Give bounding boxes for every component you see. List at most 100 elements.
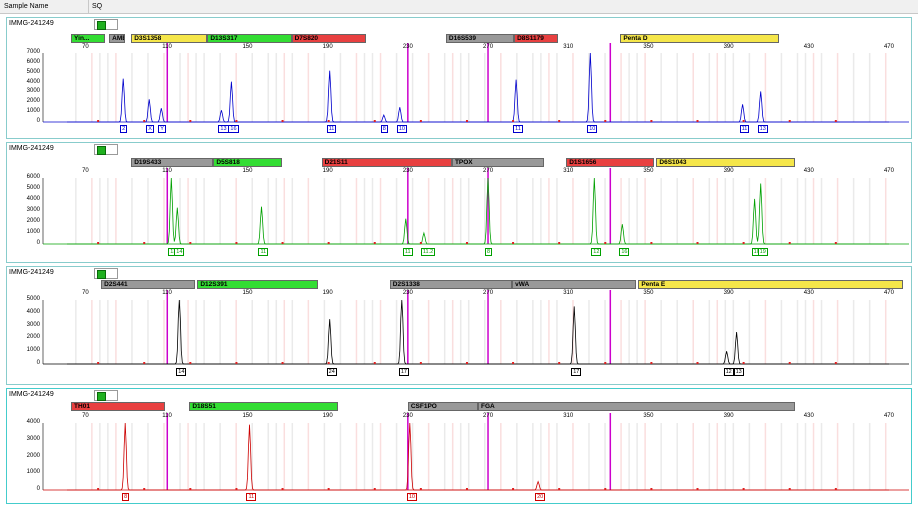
artifact-marker [650, 488, 653, 490]
allele-label[interactable]: 8 [380, 125, 388, 133]
sq-header[interactable]: SQ [88, 0, 102, 14]
bin-marker [484, 300, 486, 364]
allele-label[interactable]: 24 [326, 368, 337, 376]
allele-label[interactable]: 11 [402, 248, 413, 256]
bin-marker [235, 300, 237, 364]
electropherogram-panel[interactable]: IMMG-241249 D19S433 D5S818 D21S11 TPOX D1S16… [6, 142, 912, 263]
locus-bar[interactable]: D2S1338 [389, 280, 513, 289]
allele-label[interactable]: 11 [739, 125, 750, 133]
bin-marker [852, 178, 855, 244]
x-tick-label: 470 [883, 168, 894, 174]
bin-marker [267, 53, 270, 122]
locus-bar[interactable]: D3S1358 [131, 34, 208, 43]
bin-marker [820, 53, 823, 122]
quality-flag-icon[interactable] [94, 268, 118, 279]
allele-label[interactable]: 14 [174, 248, 185, 256]
bin-marker [187, 178, 189, 244]
locus-bar[interactable]: D2S441 [101, 280, 196, 289]
allele-label[interactable]: 13 [733, 368, 744, 376]
locus-bar[interactable]: D16S539 [445, 34, 515, 43]
y-tick-label: 3000 [26, 321, 40, 328]
artifact-marker [281, 362, 284, 364]
allele-label[interactable]: 12 [591, 248, 602, 256]
allele-label[interactable]: 8 [122, 493, 130, 501]
locus-bar[interactable]: FGA [478, 402, 795, 411]
locus-bar[interactable]: D12S391 [197, 280, 318, 289]
quality-flag-icon[interactable] [94, 144, 118, 155]
artifact-marker [558, 242, 561, 244]
locus-bar[interactable]: D18S51 [189, 402, 338, 411]
electropherogram-panel[interactable]: IMMG-241249 TH01 D18S51 CSF1PO FGA 70 110 150 1… [6, 388, 912, 504]
bin-marker [852, 423, 855, 490]
locus-bar[interactable]: TH01 [71, 402, 166, 411]
locus-bar[interactable]: AMEL [109, 34, 126, 43]
allele-label[interactable]: 17 [398, 368, 409, 376]
allele-label[interactable]: 10 [406, 493, 417, 501]
locus-bar[interactable]: Penta E [638, 280, 903, 289]
allele-label[interactable]: 2 [120, 125, 128, 133]
sample-name: IMMG-241249 [9, 269, 54, 276]
bin-marker [291, 53, 294, 122]
bin-marker [219, 178, 221, 244]
allele-label[interactable]: Y [158, 125, 166, 133]
allele-label[interactable]: 8 [485, 248, 493, 256]
allele-label[interactable]: 11 [246, 493, 257, 501]
electropherogram-panel[interactable]: IMMG-241249 Yin...AMEL D3S1358D13S317D7S8… [6, 17, 912, 139]
allele-label[interactable]: 16 [228, 125, 239, 133]
bin-marker [187, 300, 189, 364]
locus-bar[interactable]: D1S1656 [566, 158, 655, 167]
allele-label[interactable]: 10 [587, 125, 598, 133]
bin-marker [235, 178, 237, 244]
artifact-marker [696, 362, 699, 364]
locus-bar[interactable]: D13S317 [207, 34, 292, 43]
allele-label[interactable]: 10 [396, 125, 407, 133]
locus-bar[interactable]: D7S820 [291, 34, 366, 43]
bin-marker [836, 53, 839, 122]
bin-marker [371, 53, 374, 122]
allele-label[interactable]: 11 [513, 125, 523, 133]
locus-bar[interactable]: Penta D [620, 34, 779, 43]
locus-bar[interactable]: D21S11 [321, 158, 452, 167]
bin-marker [484, 423, 486, 490]
locus-bar[interactable]: vWA [512, 280, 637, 289]
artifact-marker [281, 242, 284, 244]
allele-label[interactable]: 13 [757, 125, 768, 133]
locus-bar[interactable]: CSF1PO [407, 402, 478, 411]
allele-label[interactable]: 19 [757, 248, 768, 256]
allele-label[interactable]: 11 [258, 248, 269, 256]
bin-marker [203, 53, 205, 122]
allele-label[interactable]: X [146, 125, 154, 133]
x-tick-label: 390 [723, 290, 734, 296]
bin-marker [836, 300, 839, 364]
artifact-marker [235, 242, 238, 244]
electropherogram-panel[interactable]: IMMG-241249 D2S441 D12S391 D2S1338 vWA Penta… [6, 266, 912, 385]
bin-marker [427, 423, 430, 490]
bin-marker [443, 423, 446, 490]
locus-bar[interactable]: D8S1179 [514, 34, 559, 43]
locus-bar[interactable]: D19S433 [131, 158, 214, 167]
sample-name-header[interactable]: Sample Name [4, 3, 49, 10]
allele-label[interactable]: 12 [723, 368, 734, 376]
bin-marker [219, 53, 221, 122]
x-tick-label: 190 [322, 44, 333, 50]
allele-label[interactable]: 11.2 [420, 248, 436, 256]
x-tick-label: 390 [723, 44, 734, 50]
bin-marker [636, 300, 638, 364]
allele-label[interactable]: 17 [571, 368, 582, 376]
bin-marker [780, 178, 783, 244]
quality-flag-icon[interactable] [94, 390, 118, 401]
locus-bar[interactable]: Yin... [71, 34, 106, 43]
allele-label[interactable]: 14 [176, 368, 187, 376]
allele-label[interactable]: 20 [535, 493, 546, 501]
quality-flag-icon[interactable] [94, 19, 118, 30]
locus-bar[interactable]: TPOX [451, 158, 545, 167]
bin-marker [836, 178, 839, 244]
bin-marker [323, 53, 326, 122]
bin-marker [395, 423, 398, 490]
column-header: Sample Name SQ [0, 0, 918, 14]
locus-bar[interactable]: D6S1043 [656, 158, 795, 167]
allele-label[interactable]: 11 [326, 125, 337, 133]
allele-label[interactable]: 13 [218, 125, 229, 133]
locus-bar[interactable]: D5S818 [213, 158, 282, 167]
allele-label[interactable]: 16 [619, 248, 630, 256]
